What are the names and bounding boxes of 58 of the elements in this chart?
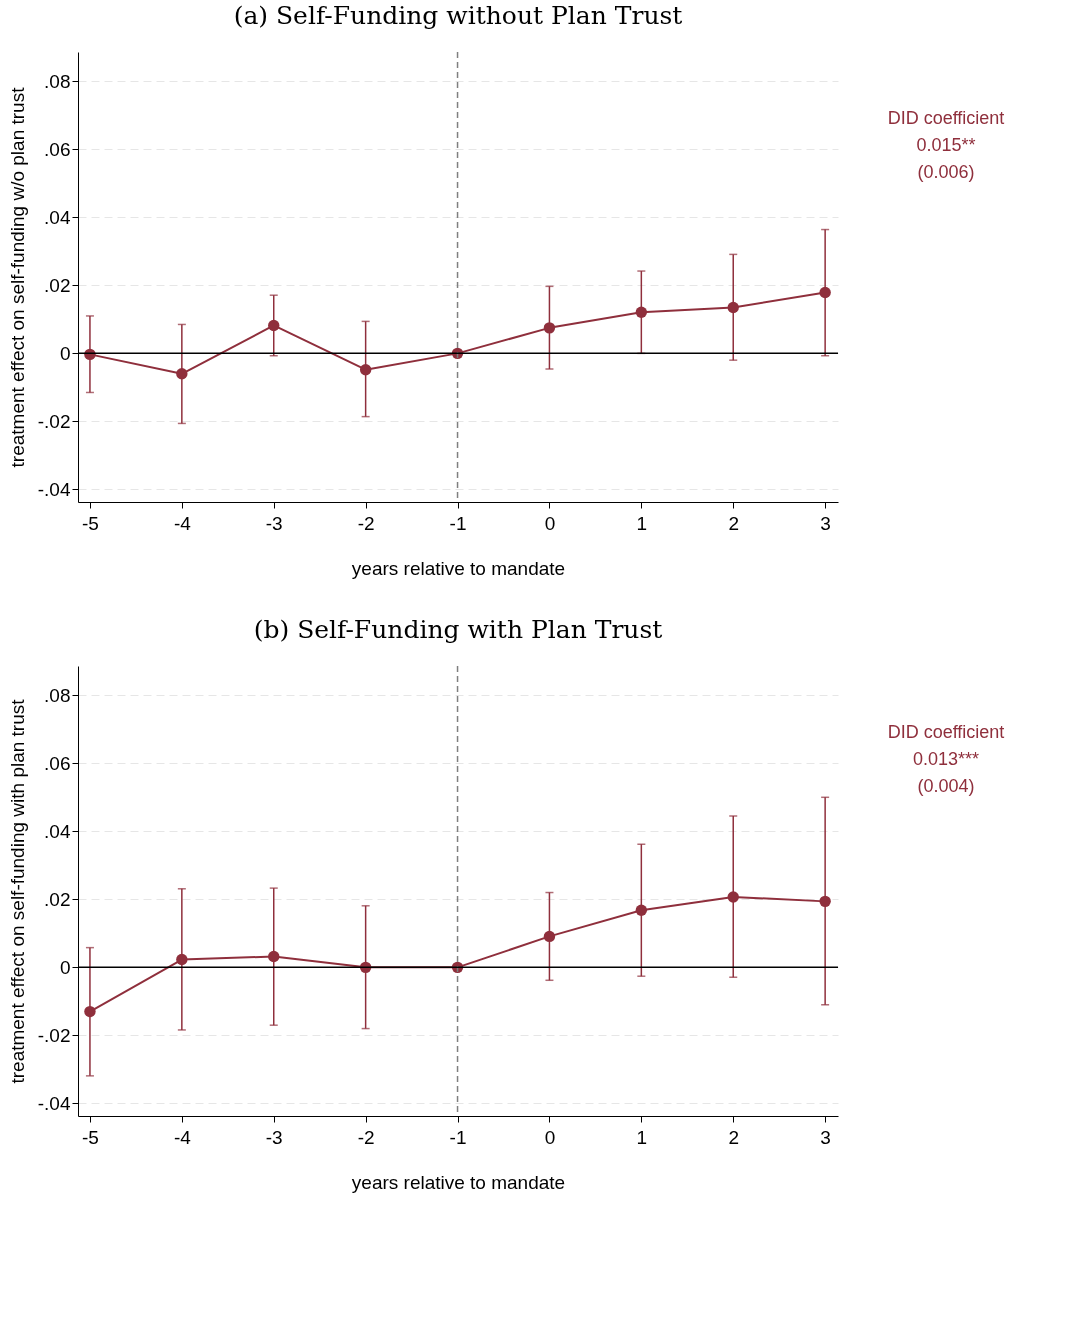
- y-axis-title: treatment effect on self-funding with plan trust: [6, 698, 28, 1084]
- y-tick-label: .08: [44, 70, 71, 92]
- x-tick-label: -4: [173, 512, 192, 534]
- x-tick-label: -3: [265, 1126, 283, 1148]
- x-tick-label: -2: [357, 1126, 375, 1148]
- x-tick-label: -4: [173, 1126, 192, 1148]
- point: [727, 301, 739, 314]
- y-tick-label: -.02: [37, 1024, 71, 1046]
- point: [727, 891, 739, 903]
- y-tick-label: .04: [44, 206, 71, 228]
- point: [819, 286, 831, 299]
- text: (0.004): [917, 776, 975, 796]
- point: [543, 322, 556, 334]
- chart-title: (b) Self-Funding with Plan Trust: [253, 615, 663, 645]
- chart-title: (a) Self-Funding without Plan Trust: [233, 1, 683, 31]
- text: (0.006): [917, 162, 975, 182]
- y-tick-label: .02: [44, 274, 71, 296]
- x-tick-label: 1: [636, 512, 648, 534]
- y-tick-label: .06: [44, 138, 71, 160]
- y-tick-label: 0: [59, 342, 71, 364]
- x-tick-label: 3: [820, 512, 831, 534]
- y-tick-label: -.02: [37, 410, 71, 432]
- x-axis-title: years relative to mandate: [351, 1171, 566, 1193]
- point: [359, 364, 372, 376]
- point: [268, 950, 280, 963]
- x-tick-label: -1: [449, 512, 467, 534]
- y-tick-label: -.04: [37, 478, 71, 500]
- point: [819, 895, 831, 908]
- x-tick-label: 0: [544, 512, 556, 534]
- x-tick-label: -2: [357, 512, 375, 534]
- y-tick-label: .02: [44, 888, 71, 910]
- text: DID coefficient: [887, 722, 1005, 742]
- point: [635, 306, 648, 318]
- point: [543, 930, 556, 943]
- y-tick-label: -.04: [37, 1092, 71, 1114]
- y-tick-label: .04: [44, 820, 71, 842]
- text: DID coefficient: [887, 108, 1005, 128]
- y-tick-label: .06: [44, 752, 71, 774]
- y-axis-title: treatment effect on self-funding w/o plan trust: [6, 86, 28, 468]
- y-tick-label: .08: [44, 684, 71, 706]
- x-tick-label: -3: [265, 512, 283, 534]
- x-tick-label: -1: [449, 1126, 467, 1148]
- text: 0.015**: [916, 135, 976, 155]
- x-tick-label: 2: [728, 1126, 740, 1148]
- x-tick-label: -5: [81, 512, 99, 534]
- x-tick-label: -5: [81, 1126, 99, 1148]
- text: 0.013***: [912, 749, 980, 769]
- y-tick-label: 0: [59, 956, 71, 978]
- point: [635, 904, 648, 916]
- x-axis-title: years relative to mandate: [351, 557, 566, 579]
- x-tick-label: 1: [636, 1126, 648, 1148]
- point: [84, 1005, 96, 1018]
- point: [268, 319, 280, 332]
- x-tick-label: 3: [820, 1126, 831, 1148]
- point: [176, 953, 188, 966]
- point: [176, 368, 188, 380]
- x-tick-label: 2: [728, 512, 740, 534]
- x-tick-label: 0: [544, 1126, 556, 1148]
